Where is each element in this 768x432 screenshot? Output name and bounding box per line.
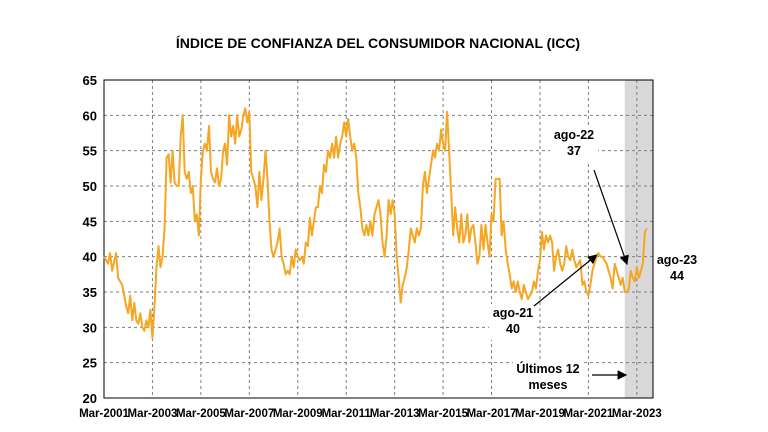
x-tick-label: Mar-2003 [128, 408, 178, 420]
annotation-ago-21-arrow [533, 254, 598, 307]
annotation-last-12-line: Últimos 12 [516, 361, 579, 376]
y-tick-label: 60 [83, 108, 97, 123]
x-tick-label: Mar-2005 [176, 408, 226, 420]
plot-area: 20253035404550556065Mar-2001Mar-2003Mar-… [79, 73, 697, 420]
annotation-ago-21-line: ago-21 [493, 306, 533, 320]
annotation-ago-22-bg [550, 126, 598, 162]
annotation-ago-22-arrow [593, 169, 629, 266]
x-tick-label: Mar-2007 [224, 408, 274, 420]
y-tick-label: 35 [83, 285, 97, 300]
y-tick-label: 40 [83, 250, 97, 265]
annotation-last-12-line: meses [529, 378, 568, 392]
shaded-last-12-months [624, 80, 653, 398]
y-tick-label: 45 [83, 214, 97, 229]
annotation-last-12-bg [513, 360, 583, 396]
annotation-ago-22-line: 37 [567, 144, 581, 158]
y-tick-label: 20 [83, 391, 97, 406]
icc-series-line [103, 107, 648, 339]
x-tick-label: Mar-2021 [563, 408, 613, 420]
annotation-ago-23-line: 44 [670, 269, 684, 283]
x-tick-label: Mar-2019 [515, 408, 565, 420]
plot-border [103, 79, 654, 399]
annotation-ago-21-line: 40 [506, 322, 520, 336]
chart-title: ÍNDICE DE CONFIANZA DEL CONSUMIDOR NACIO… [176, 35, 580, 51]
y-tick-label: 25 [83, 356, 97, 371]
x-tick-label: Mar-2023 [612, 408, 662, 420]
x-tick-label: Mar-2011 [322, 408, 372, 420]
y-tick-label: 65 [83, 73, 97, 88]
x-tick-label: Mar-2001 [79, 408, 129, 420]
x-tick-label: Mar-2013 [370, 408, 420, 420]
y-tick-label: 50 [83, 179, 97, 194]
annotation-ago-23-line: ago-23 [657, 253, 697, 267]
annotation-ago-21-bg [489, 304, 537, 340]
x-tick-label: Mar-2017 [467, 408, 517, 420]
y-tick-label: 30 [83, 320, 97, 335]
x-tick-label: Mar-2009 [273, 408, 323, 420]
x-tick-label: Mar-2015 [418, 408, 468, 420]
annotation-ago-22-line: ago-22 [554, 128, 594, 142]
y-tick-label: 55 [83, 144, 97, 159]
